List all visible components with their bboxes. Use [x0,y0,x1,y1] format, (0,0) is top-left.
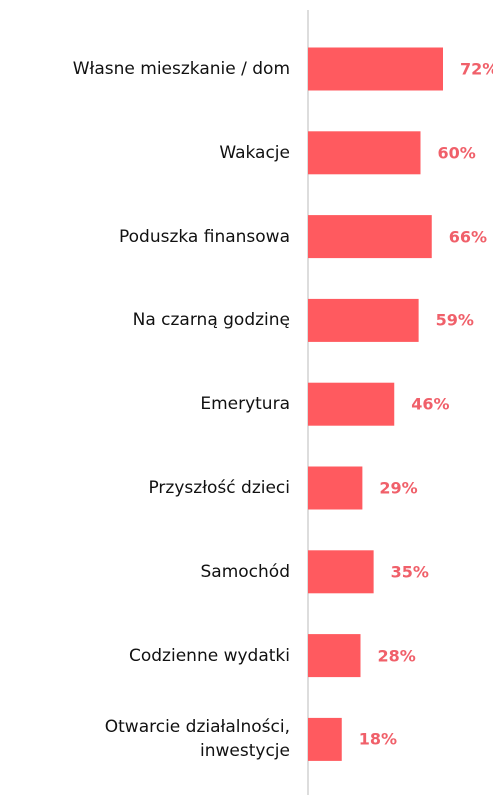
value-label: 18% [358,729,398,749]
bar [308,717,342,761]
category-label: Otwarcie działalności, inwestycje [104,717,290,762]
value-label: 28% [377,646,416,666]
value-label: 72% [460,59,493,79]
value-label: 66% [448,227,488,247]
value-label: 46% [411,394,450,414]
bar [308,466,363,510]
bar [308,47,443,91]
bar [308,215,432,259]
category-label: Emerytura [200,394,290,415]
bar [308,382,395,426]
bar [308,634,361,678]
category-label: Przyszłość dzieci [148,478,290,498]
category-label: Na czarną godzinę [132,310,290,331]
value-label: 29% [379,478,418,498]
category-label: Poduszka finansowa [118,226,290,247]
category-label: Wakacje [219,142,290,163]
bar [308,131,421,175]
bar [308,550,374,594]
value-label: 59% [435,310,474,330]
category-label: Własne mieszkanie / dom [72,59,290,79]
category-label: Codzienne wydatki [129,645,290,666]
value-label: 35% [390,562,429,582]
bar [308,298,419,342]
category-label: Samochód [200,561,290,582]
value-label: 60% [437,143,476,163]
